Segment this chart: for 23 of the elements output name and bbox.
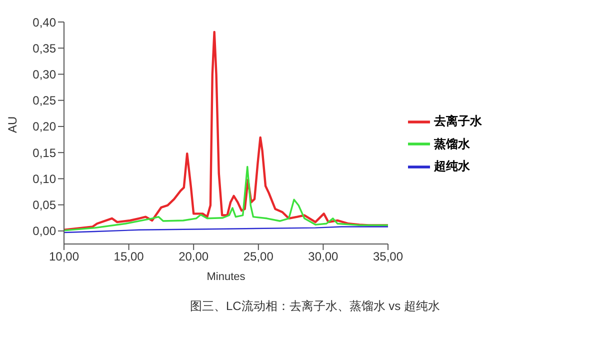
text: 图三、LC流动相：去离子水、蒸馏水 vs 超纯水 <box>188 298 441 315</box>
x-tick-label: 15,00 <box>114 250 144 264</box>
x-tick-label: 30,00 <box>308 250 339 264</box>
y-tick-label: 0,35 <box>32 41 56 56</box>
y-tick-label: 0,00 <box>32 224 56 238</box>
x-axis-title: Minutes <box>206 271 246 283</box>
y-tick-label: 0,10 <box>32 172 56 186</box>
y-axis-title: AU <box>5 116 20 133</box>
legend-label: 超纯水 <box>434 159 470 174</box>
y-tick-label: 0,40 <box>32 15 56 30</box>
y-tick-label: 0,20 <box>32 120 56 134</box>
legend-label: 蒸馏水 <box>434 136 470 151</box>
line-series <box>64 166 388 232</box>
y-tick-label: 0,30 <box>32 67 56 82</box>
y-tick-label: 0,25 <box>32 94 56 108</box>
x-tick-label: 35,00 <box>372 250 404 264</box>
x-tick-label: 25,00 <box>243 250 274 264</box>
y-tick-label: 0,15 <box>32 146 56 160</box>
x-tick-label: 20,00 <box>178 250 209 264</box>
legend-label: 去离子水 <box>434 114 482 128</box>
line-series <box>64 30 388 231</box>
y-tick-label: 0,05 <box>32 198 56 212</box>
x-tick-label: 10,00 <box>48 250 80 264</box>
